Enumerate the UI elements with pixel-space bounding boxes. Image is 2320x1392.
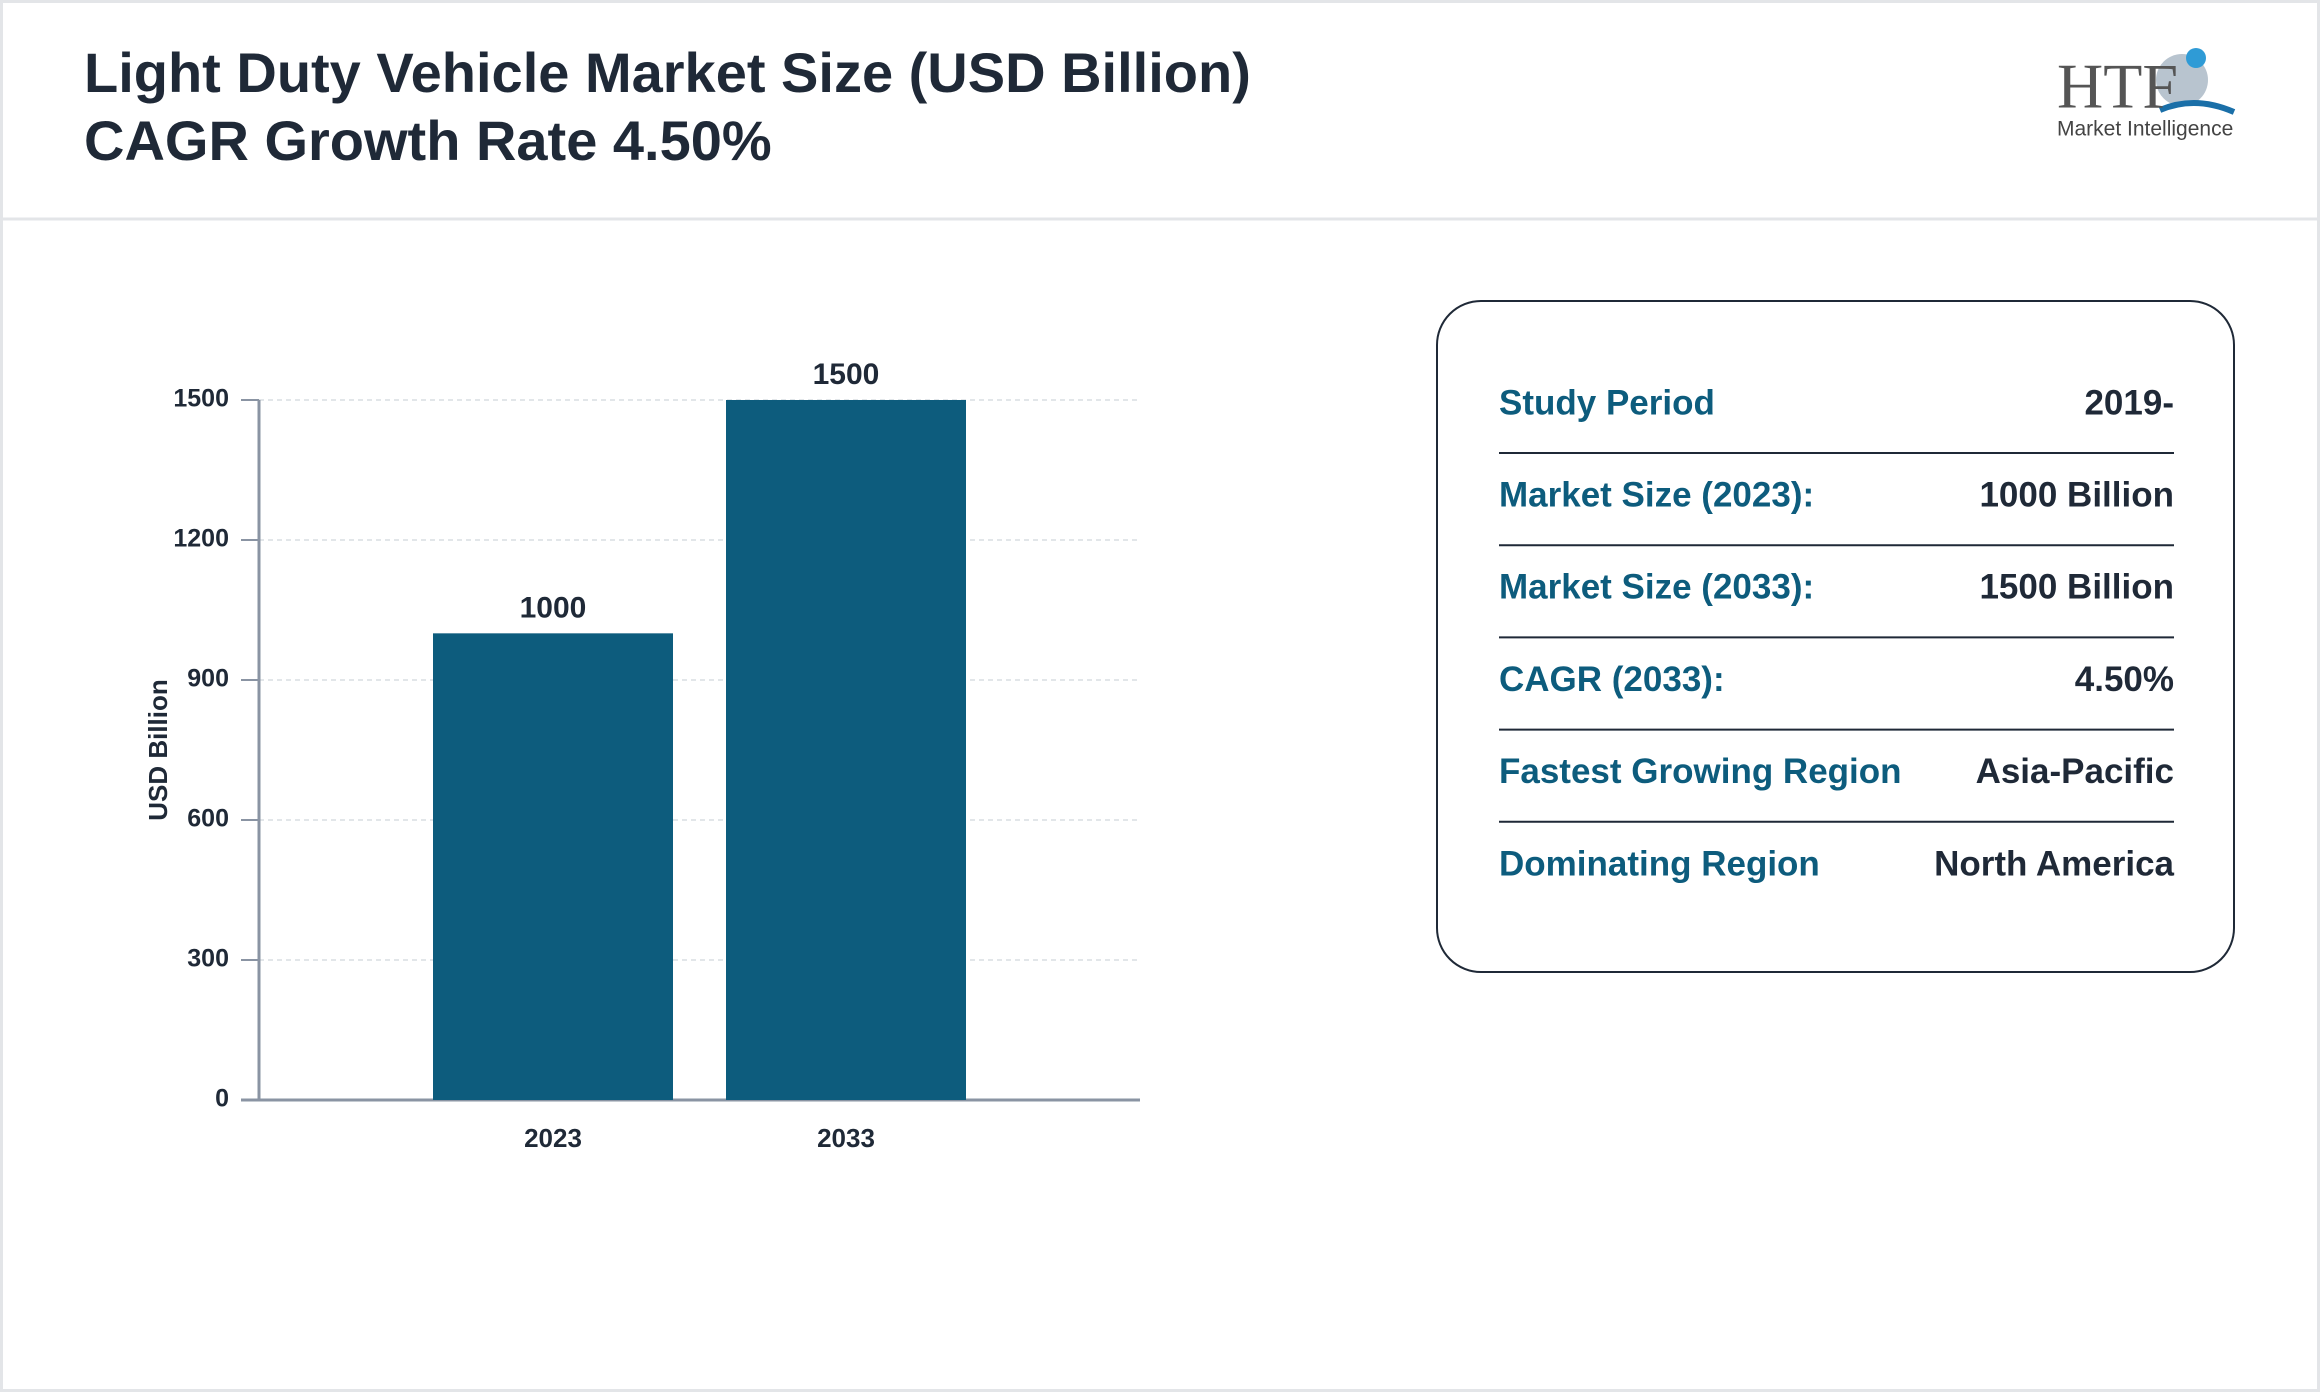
y-axis-label: USD Billion: [143, 679, 173, 821]
info-value: 2019-: [2084, 383, 2174, 422]
logo-brand: HTF: [2057, 51, 2178, 122]
info-label: Fastest Growing Region: [1499, 752, 1902, 791]
logo: HTF Market Intelligence: [2057, 48, 2236, 141]
info-value: Asia-Pacific: [1976, 752, 2174, 791]
info-label: CAGR (2033):: [1499, 660, 1725, 699]
info-label: Study Period: [1499, 383, 1715, 422]
y-tick-label: 1200: [173, 525, 229, 553]
info-value: 1500 Billion: [1979, 568, 2174, 607]
info-label: Market Size (2023):: [1499, 475, 1814, 514]
chart: 0 300 600 900 1200 1500 USD Billion 1000 2023 150…: [143, 358, 1140, 1153]
logo-shape: [2186, 48, 2206, 68]
subtitle: CAGR Growth Rate 4.50%: [84, 109, 772, 172]
logo-tagline: Market Intelligence: [2057, 118, 2233, 141]
y-tick-label: 900: [187, 665, 229, 693]
value-label: 1500: [813, 358, 880, 391]
info-table: Study Period 2019- Market Size (2023): 1000…: [1499, 383, 2175, 883]
y-tick-label: 0: [215, 1085, 229, 1113]
y-tick-label: 300: [187, 945, 229, 973]
y-tick-label: 600: [187, 805, 229, 833]
x-tick-label: 2023: [524, 1123, 582, 1153]
info-value: North America: [1934, 844, 2174, 883]
y-tick-label: 1500: [173, 385, 229, 413]
x-tick-label: 2033: [817, 1123, 875, 1153]
title: Light Duty Vehicle Market Size (USD Bill…: [84, 41, 1251, 104]
info-label: Dominating Region: [1499, 844, 1820, 883]
info-label: Market Size (2033):: [1499, 568, 1814, 607]
info-value: 1000 Billion: [1979, 475, 2174, 514]
bar: [726, 400, 966, 1100]
bar: [433, 633, 673, 1100]
info-value: 4.50%: [2075, 660, 2174, 699]
logo-shape: [2158, 99, 2236, 115]
value-label: 1000: [520, 591, 587, 624]
